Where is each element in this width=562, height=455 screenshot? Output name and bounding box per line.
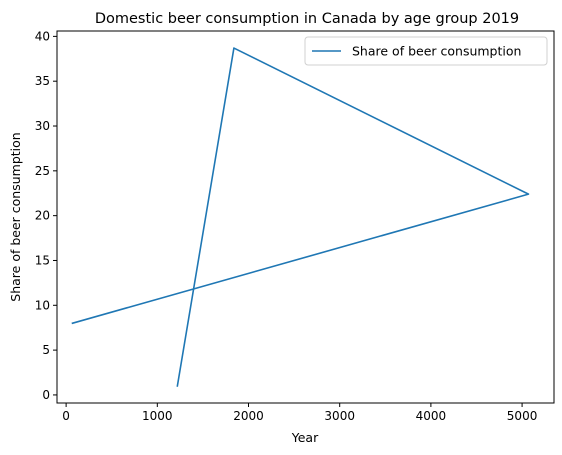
y-tick-label: 35	[35, 74, 50, 88]
y-tick-label: 10	[35, 298, 50, 312]
x-tick-label: 0	[62, 409, 70, 423]
plot-frame	[56, 30, 555, 404]
y-tick-label: 5	[42, 343, 50, 357]
y-tick-label: 25	[35, 164, 50, 178]
chart-title: Domestic beer consumption in Canada by a…	[95, 11, 519, 27]
legend-box	[304, 36, 548, 66]
y-axis-label: Share of beer consumption	[8, 132, 23, 301]
legend: Share of beer consumption	[304, 36, 548, 66]
y-axis: 0 5 10 15 20 25 30 35 40	[35, 29, 57, 402]
y-tick-label: 20	[35, 209, 50, 223]
x-tick-label: 2000	[233, 409, 264, 423]
x-axis-label: Year	[291, 430, 319, 445]
y-tick-label: 15	[35, 253, 50, 267]
y-tick-label: 30	[35, 119, 50, 133]
series-line-0	[71, 47, 530, 387]
x-tick-label: 1000	[142, 409, 173, 423]
y-tick-label: 0	[42, 388, 50, 402]
y-tick-label: 40	[35, 29, 50, 43]
x-tick-label: 3000	[324, 409, 355, 423]
plot-area	[71, 47, 530, 387]
x-tick-label: 4000	[416, 409, 447, 423]
legend-label: Share of beer consumption	[352, 44, 521, 59]
x-tick-label: 5000	[507, 409, 538, 423]
x-axis: 0 1000 2000 3000 4000 5000	[62, 403, 537, 423]
